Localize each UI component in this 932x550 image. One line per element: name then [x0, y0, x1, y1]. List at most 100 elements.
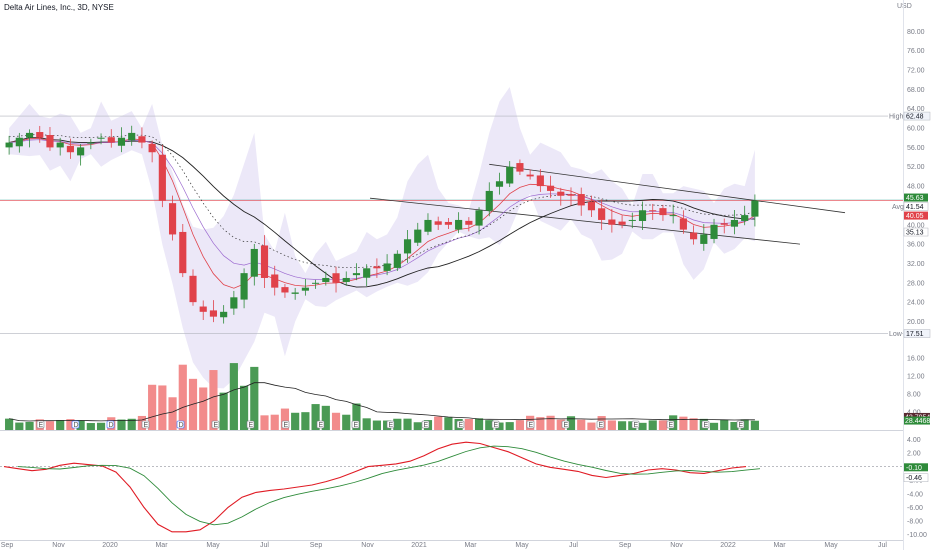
event-marker-letter: E — [459, 422, 464, 429]
candle-body — [751, 200, 759, 217]
level-value-high: 62.48 — [906, 114, 924, 121]
candle-body — [455, 219, 463, 230]
candles — [5, 125, 759, 324]
x-tick-label: May — [515, 542, 529, 549]
x-tick-label: Mar — [464, 542, 477, 549]
candle-body — [66, 145, 74, 153]
volume-bar — [577, 419, 586, 430]
price-tick-label: 60.00 — [907, 126, 925, 133]
price-tag-bg — [904, 211, 928, 220]
volume-bar — [658, 420, 668, 430]
volume-bar — [45, 421, 55, 430]
volume-bar — [199, 387, 208, 430]
volume-bar — [393, 418, 402, 430]
macd-line — [3, 441, 747, 533]
event-marker — [666, 420, 675, 429]
volume-bar — [15, 422, 24, 430]
price-tick-label: 32.00 — [907, 261, 925, 268]
x-tick-label: May — [824, 542, 838, 549]
price-tick-label: 80.00 — [907, 29, 925, 36]
candle-body — [148, 144, 156, 153]
x-tick-label: Nov — [52, 542, 65, 549]
volume-bar — [260, 415, 269, 430]
volume-bar — [280, 408, 290, 430]
candle-body — [730, 219, 739, 227]
price-tick-label: 20.00 — [907, 319, 925, 326]
level-label-bg — [888, 329, 902, 338]
candle-body — [77, 147, 85, 156]
event-marker-letter: E — [704, 422, 709, 429]
macd-tick-label: -10.00 — [907, 532, 927, 539]
event-marker-letter: D — [109, 422, 114, 429]
candle-body — [25, 132, 34, 138]
volume-bar — [66, 419, 75, 430]
candle-body — [342, 277, 350, 282]
price-tick-label: 68.00 — [907, 87, 925, 94]
event-marker-letter: E — [634, 422, 639, 429]
volume-bar — [413, 422, 422, 430]
volume-tick-label: 16.00 — [907, 356, 925, 363]
event-marker — [526, 420, 535, 429]
volume-tick-label: 12.00 — [907, 374, 925, 381]
volume-bar — [25, 421, 34, 430]
volume-bar — [158, 385, 167, 430]
candle-body — [332, 273, 340, 283]
candle-body — [536, 175, 544, 187]
volume-bar — [321, 405, 330, 430]
volume-bar — [556, 419, 565, 430]
candle-body — [168, 203, 177, 235]
price-tag-bg — [904, 193, 928, 202]
volume-bar — [464, 418, 473, 430]
volume-bar — [566, 416, 576, 430]
candle-body — [495, 181, 504, 187]
channel-lower — [369, 197, 801, 245]
macd-tick-label: -4.00 — [907, 491, 923, 498]
volume-bar — [342, 414, 351, 430]
sma-line — [8, 137, 755, 288]
event-marker-letter: E — [39, 422, 44, 429]
x-tick-label: Jul — [878, 542, 887, 549]
candle-body — [567, 194, 575, 196]
candle-body — [189, 275, 197, 303]
event-marker-letter: E — [284, 422, 289, 429]
price-tick-label: 28.00 — [907, 280, 925, 287]
volume-bar — [250, 366, 259, 430]
candle-body — [281, 287, 289, 293]
channel-upper — [489, 163, 846, 214]
event-marker — [561, 420, 570, 429]
event-marker — [211, 420, 220, 429]
candle-body — [485, 190, 493, 211]
candle-body — [618, 221, 626, 225]
macd-tick-label: 4.00 — [907, 437, 921, 444]
event-marker-letter: D — [74, 422, 79, 429]
volume-bar — [291, 412, 300, 430]
event-marker-letter: E — [669, 422, 674, 429]
candle-body — [424, 219, 432, 232]
volume-bar — [587, 422, 596, 430]
volume-ma-line — [9, 382, 755, 422]
volume-bar — [239, 385, 249, 430]
event-marker — [736, 420, 745, 429]
x-tick-label: Mar — [155, 542, 168, 549]
volume-bar — [127, 418, 136, 430]
candle-body — [46, 135, 54, 148]
level-label-low: Low — [889, 331, 903, 338]
candle-body — [608, 219, 616, 225]
candle-body — [107, 137, 115, 143]
currency-label: USD — [897, 3, 912, 10]
price-tick-label: 76.00 — [907, 48, 925, 55]
candle-body — [546, 185, 555, 191]
candle-body — [465, 220, 473, 225]
candle-body — [403, 239, 412, 254]
price-tick-label: 48.00 — [907, 184, 925, 191]
price-tick-label: 36.00 — [907, 242, 925, 249]
volume-bar — [86, 423, 95, 430]
event-marker — [491, 420, 500, 429]
candle-body — [557, 191, 565, 196]
candle-body — [312, 282, 320, 284]
volume-bar — [148, 384, 157, 430]
candle-body — [15, 137, 23, 147]
candle-body — [444, 221, 452, 225]
event-marker — [421, 420, 430, 429]
